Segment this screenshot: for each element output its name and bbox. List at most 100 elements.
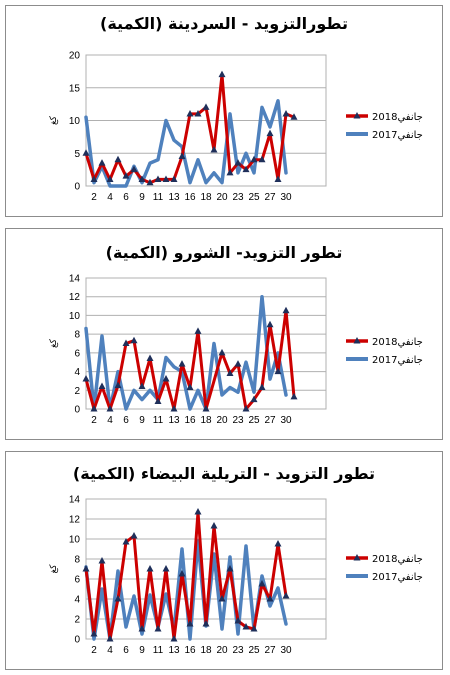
series-2018-point: [98, 382, 106, 390]
series-2018-point: [90, 175, 98, 182]
y-tick-label: 5: [74, 149, 80, 160]
legend-label: جانفي2017: [372, 572, 423, 583]
series-2018-point: [130, 532, 138, 539]
series-2018-point: [282, 592, 290, 599]
x-tick-label: 2: [91, 645, 97, 656]
series-2018-point: [170, 405, 178, 412]
series-2018-point: [258, 155, 266, 163]
x-tick-label: 13: [168, 415, 180, 426]
series-2018-point: [186, 109, 194, 117]
series-2018-point: [194, 109, 202, 117]
series-2018-point: [146, 354, 154, 361]
series-2018-point: [146, 178, 154, 186]
series-2018-point: [282, 109, 290, 117]
x-tick-label: 13: [168, 192, 180, 203]
series-2018-point: [122, 538, 130, 545]
x-tick-label: 6: [123, 645, 129, 656]
x-tick-label: 30: [280, 645, 292, 656]
series-2018-point: [250, 155, 258, 163]
y-tick-label: 14: [69, 274, 81, 285]
y-tick-label: 2: [74, 386, 80, 397]
series-2018-point: [266, 129, 274, 137]
chart-title: تطور التزويد - التريلية البيضاء (الكمية): [72, 464, 376, 483]
series-2018-point: [290, 392, 298, 400]
series-2018-point: [202, 103, 210, 110]
x-tick-label: 16: [184, 192, 196, 203]
series-2018-point: [106, 175, 114, 182]
series-2018-point: [162, 375, 170, 382]
series-2018-point: [114, 595, 122, 602]
chart-svg: 0 5 10 15 20 2 4 6 9 11 13 16 18 20 23 25 27 30 كغ جانفي201…: [49, 51, 423, 204]
x-tick-label: 2: [91, 192, 97, 203]
series-2018-point: [154, 625, 162, 632]
series-2018-point: [122, 172, 130, 179]
series-2018-point: [130, 336, 138, 344]
series-2018-point: [218, 595, 226, 602]
series-2017-line: [84, 99, 288, 188]
series-2018-point: [266, 595, 274, 602]
x-tick-label: 6: [123, 192, 129, 203]
series-2018-point: [138, 382, 146, 390]
chart-panel-white-trilia: تطور التزويد - التريلية البيضاء (الكمية)…: [5, 451, 443, 670]
series-2018-point: [90, 405, 98, 412]
x-tick-label: 9: [139, 192, 145, 203]
series-2018-point: [202, 620, 210, 627]
series-2018-point: [202, 405, 210, 412]
series-2018-point: [242, 623, 250, 630]
x-tick-label: 27: [264, 645, 276, 656]
legend-marker: [353, 337, 361, 344]
series-2018-point: [114, 155, 122, 163]
y-tick-label: 4: [74, 367, 80, 378]
series-2018-point: [226, 168, 234, 176]
series-2018-point: [178, 360, 186, 367]
x-tick-label: 27: [264, 192, 276, 203]
series-2018-point: [186, 620, 194, 627]
y-tick-label: 0: [74, 405, 80, 416]
x-tick-label: 6: [123, 415, 129, 426]
y-tick-label: 0: [74, 635, 80, 646]
series-2018-point: [114, 381, 122, 389]
legend-label: جانفي2018: [372, 337, 423, 348]
chart-title: تطور التزويد- الشورو (الكمية): [105, 243, 343, 262]
y-axis-label: كغ: [49, 115, 59, 125]
series-2018-point: [122, 339, 130, 346]
series-2018-line: [84, 73, 296, 185]
y-tick-label: 20: [69, 51, 81, 62]
x-tick-label: 25: [248, 192, 260, 203]
series-2018-point: [226, 369, 234, 376]
series-2018-point: [226, 565, 234, 572]
series-2018-point: [234, 159, 242, 166]
series-2018-point: [106, 635, 114, 642]
x-tick-label: 20: [216, 415, 228, 426]
series-2018-point: [162, 175, 170, 182]
series-2018-point: [138, 175, 146, 182]
series-2018-point: [90, 630, 98, 637]
y-tick-label: 10: [69, 535, 81, 546]
legend-label: جانفي2017: [372, 130, 423, 141]
chart-panel-chourou: تطور التزويد- الشورو (الكمية) 0 2 4 6 8 10 12 1…: [5, 228, 443, 440]
y-tick-label: 10: [69, 116, 81, 127]
x-tick-label: 23: [232, 415, 244, 426]
y-tick-label: 14: [69, 495, 81, 506]
x-tick-label: 13: [168, 645, 180, 656]
series-2018-point: [154, 397, 162, 405]
legend-marker: [353, 112, 361, 119]
series-2018-point: [106, 405, 114, 412]
y-tick-label: 8: [74, 555, 80, 566]
series-2018-point: [234, 360, 242, 367]
x-tick-label: 27: [264, 415, 276, 426]
x-tick-label: 9: [139, 415, 145, 426]
y-tick-label: 8: [74, 330, 80, 341]
x-tick-label: 4: [107, 415, 113, 426]
x-tick-label: 16: [184, 645, 196, 656]
y-tick-label: 0: [74, 182, 80, 193]
legend-marker: [353, 554, 361, 561]
series-2018-point: [98, 159, 106, 166]
y-tick-label: 15: [69, 83, 81, 94]
x-tick-label: 30: [280, 415, 292, 426]
y-tick-label: 12: [69, 515, 81, 526]
series-2018-point: [162, 565, 170, 572]
chart-title: تطورالتزويد - السردينة (الكمية): [100, 14, 348, 33]
legend-label: جانفي2017: [372, 355, 423, 366]
